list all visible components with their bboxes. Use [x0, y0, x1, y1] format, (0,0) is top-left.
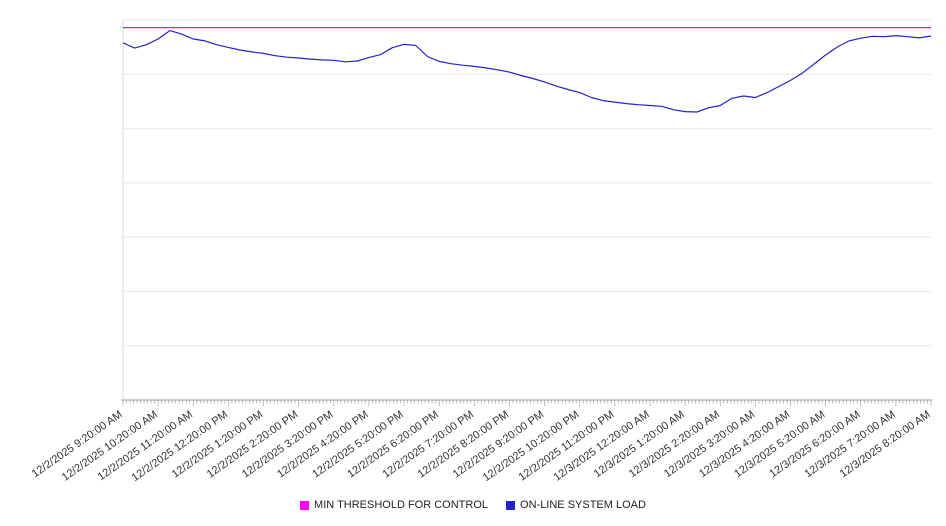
x-tick-marks [122, 400, 932, 406]
gridlines [123, 19, 931, 401]
legend-swatch-min-threshold [300, 500, 310, 510]
series-on-line-system-load [122, 30, 932, 113]
legend-label-system-load: ON-LINE SYSTEM LOAD [520, 499, 646, 511]
legend-label-min-threshold: MIN THRESHOLD FOR CONTROL [314, 499, 489, 511]
legend-item-min-threshold: MIN THRESHOLD FOR CONTROL [300, 499, 488, 511]
legend-swatch-system-load [506, 500, 516, 510]
legend-item-system-load: ON-LINE SYSTEM LOAD [506, 499, 646, 511]
legend: MIN THRESHOLD FOR CONTROL ON-LINE SYSTEM… [0, 499, 946, 511]
